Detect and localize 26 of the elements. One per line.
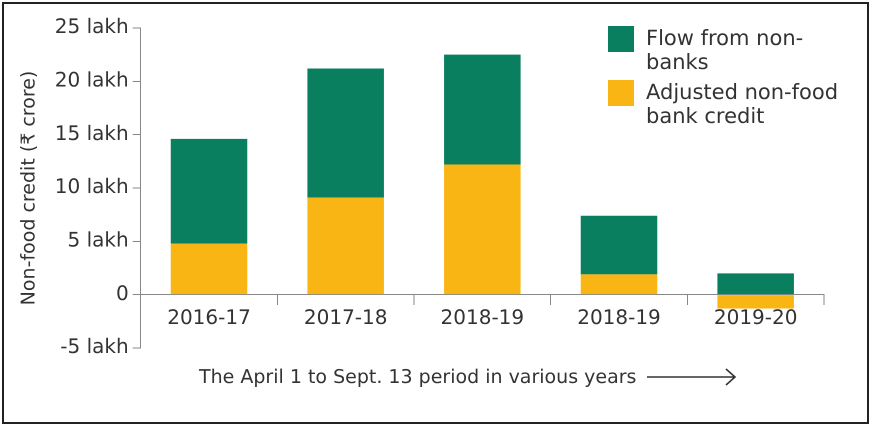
y-tick-label: 15 lakh <box>54 120 129 145</box>
y-axis-title: Non-food credit (₹ crore) <box>17 70 40 306</box>
y-tick-label: 10 lakh <box>54 174 129 198</box>
bar <box>170 243 248 294</box>
x-tick-label: 2019-20 <box>714 304 798 329</box>
x-tick-label: 2017-18 <box>304 304 388 329</box>
bar <box>580 274 658 294</box>
x-tick-label: 2016-17 <box>167 304 251 329</box>
y-tick-label: 20 lakh <box>54 68 129 92</box>
bar <box>717 273 794 294</box>
bar <box>170 138 248 244</box>
bar <box>444 164 521 294</box>
y-tick-label: 0 <box>116 280 129 305</box>
y-tick-label: 5 lakh <box>68 228 129 252</box>
x-tick-label: 2018-19 <box>577 304 661 329</box>
bar <box>307 198 384 294</box>
legend-label: Adjusted non-food bank credit <box>646 80 840 128</box>
bar <box>307 68 384 198</box>
y-tick-label: 25 lakh <box>54 14 129 38</box>
legend-label: Flow from non-banks <box>646 26 804 74</box>
x-tick-label: 2018-19 <box>440 304 524 329</box>
bar <box>717 295 794 309</box>
x-axis-title: The April 1 to Sept. 13 period in various years <box>199 366 636 388</box>
bar <box>580 216 658 274</box>
bar <box>444 54 521 165</box>
y-tick-label: -5 lakh <box>60 334 129 358</box>
